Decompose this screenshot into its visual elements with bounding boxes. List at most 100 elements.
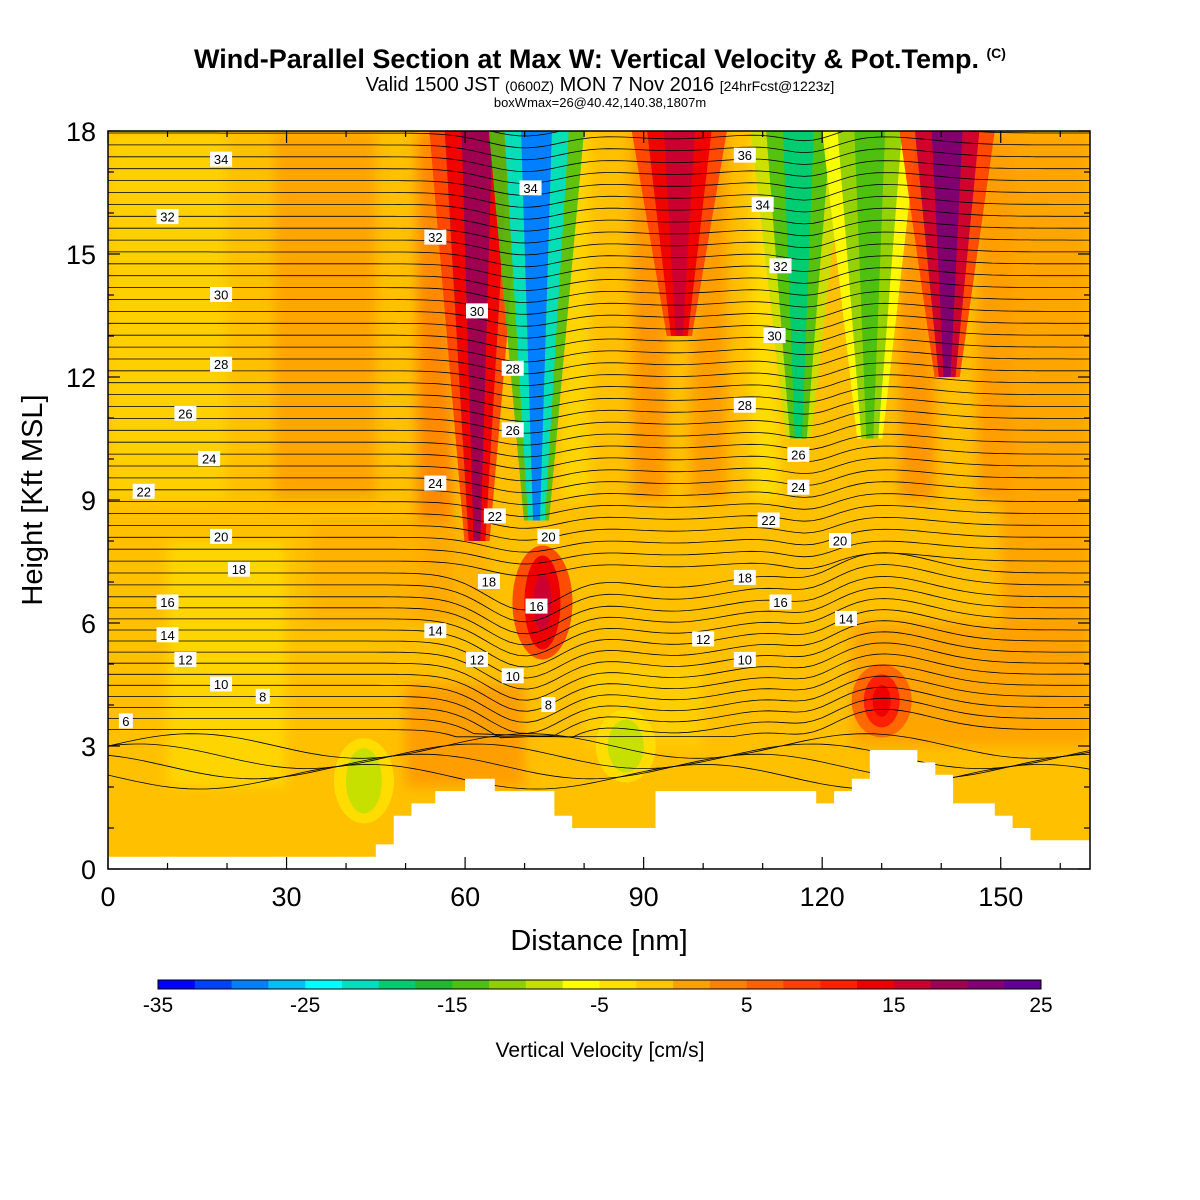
- theta-label-34: 22: [757, 512, 780, 528]
- theta-line-16: [108, 540, 1090, 565]
- theta-line-12: [108, 575, 1090, 635]
- theta-label-text: 16: [773, 595, 787, 610]
- axis-ticks: [107, 130, 1090, 870]
- theta-label-37: 28: [733, 397, 756, 413]
- colorbar-tick-label: 15: [882, 994, 905, 1017]
- theta-label-text: 16: [529, 599, 543, 614]
- shade-8: [1000, 131, 1090, 664]
- theta-line-50: [108, 136, 1090, 161]
- theta-line-46: [108, 183, 1090, 208]
- theta-label-38: 30: [763, 328, 786, 344]
- cell-core: [616, 730, 635, 762]
- theta-label-text: 18: [738, 570, 752, 585]
- velocity-feature-6: [899, 131, 995, 377]
- theta-label-27: 32: [424, 229, 447, 245]
- theta-label-0: 6: [118, 713, 133, 729]
- theta-label-10: 26: [174, 405, 197, 421]
- theta-label-39: 32: [769, 258, 792, 274]
- theta-line-8: [108, 620, 1090, 679]
- theta-label-32: 16: [769, 594, 792, 610]
- theta-label-17: 10: [501, 668, 524, 684]
- theta-label-text: 12: [178, 652, 192, 667]
- colorbar-swatch: [599, 980, 637, 989]
- chart-subtitle: Valid 1500 JST (0600Z) MON 7 Nov 2016 [2…: [0, 74, 1200, 97]
- plume-core: [931, 131, 963, 377]
- colorbar-swatch: [378, 980, 417, 989]
- theta-label-box: [501, 668, 524, 684]
- colorbar-tick-label: -5: [590, 994, 609, 1017]
- colorbar-swatch: [268, 980, 306, 989]
- theta-label-28: 34: [519, 180, 542, 196]
- chart-title-text: Wind-Parallel Section at Max W: Vertical…: [194, 44, 979, 74]
- valid-zulu: (0600Z): [505, 78, 555, 94]
- theta-line-9: [108, 609, 1090, 668]
- theta-label-box: [787, 446, 810, 462]
- theta-label-box: [525, 598, 548, 614]
- colorbar-swatch: [525, 980, 564, 989]
- theta-line-13: [108, 564, 1090, 623]
- theta-label-box: [829, 533, 852, 548]
- colorbar-tick-label: -35: [143, 994, 173, 1017]
- theta-label-text: 28: [505, 361, 519, 376]
- theta-line-42: [108, 231, 1090, 256]
- theta-line-51: [108, 131, 1090, 149]
- theta-label-text: 18: [232, 562, 246, 577]
- theta-line-34: [108, 326, 1090, 351]
- theta-label-29: 12: [692, 631, 715, 647]
- theta-line-44: [108, 207, 1090, 232]
- theta-line-47: [108, 172, 1090, 196]
- theta-line-18: [108, 516, 1090, 541]
- theta-label-box: [156, 627, 179, 643]
- y-axis-label: Height [Kft MSL]: [17, 394, 49, 605]
- theta-line-30: [108, 374, 1090, 398]
- field-shading: [108, 131, 1090, 787]
- forecast-info: [24hrFcst@1223z]: [719, 78, 835, 94]
- theta-label-11: 28: [210, 356, 233, 372]
- theta-line-22: [108, 469, 1090, 494]
- theta-label-box: [763, 328, 786, 343]
- theta-label-text: 30: [767, 329, 781, 344]
- theta-label-text: 12: [470, 652, 484, 667]
- boxwmax-note: boxWmax=26@40.42,140.38,1807m: [493, 95, 707, 110]
- theta-label-13: 32: [156, 209, 179, 225]
- theta-label-text: 14: [428, 624, 442, 639]
- colorbar-swatch: [158, 980, 196, 989]
- x-tick-label: 30: [272, 882, 302, 912]
- x-tick-label: 90: [629, 882, 659, 912]
- theta-label-text: 10: [214, 677, 228, 692]
- theta-label-text: 32: [160, 210, 174, 225]
- colorbar-swatch: [857, 980, 895, 989]
- theta-label-box: [751, 196, 774, 212]
- theta-label-box: [424, 229, 447, 245]
- theta-label-box: [174, 651, 197, 667]
- theta-label-4: 14: [156, 627, 179, 643]
- colorbar-tick-label: 5: [741, 994, 753, 1017]
- colorbar-swatch: [231, 980, 269, 989]
- theta-label-text: 16: [160, 595, 174, 610]
- x-tick-label: 60: [450, 882, 480, 912]
- theta-label-text: 26: [178, 406, 192, 421]
- colorbar-swatch: [893, 980, 932, 989]
- theta-line-19: [108, 505, 1090, 529]
- colorbar-swatch: [489, 980, 527, 989]
- theta-label-box: [541, 697, 556, 712]
- theta-line-38: [108, 279, 1090, 303]
- copyright-mark: (C): [986, 45, 1006, 61]
- theta-label-text: 22: [136, 484, 150, 499]
- colorbar-swatch: [930, 980, 968, 989]
- theta-label-text: 28: [738, 398, 752, 413]
- theta-label-box: [483, 508, 506, 524]
- theta-label-text: 22: [488, 509, 502, 524]
- theta-label-box: [424, 623, 447, 639]
- theta-label-16: 12: [465, 651, 488, 667]
- shade-13: [405, 684, 525, 787]
- theta-line-3: [108, 675, 1090, 734]
- theta-line-1: [108, 697, 1090, 738]
- terrain: [108, 750, 1090, 869]
- theta-label-text: 10: [738, 652, 752, 667]
- colorbar-swatch: [415, 980, 453, 989]
- theta-label-36: 26: [787, 446, 810, 462]
- theta-line-14: [108, 552, 1090, 611]
- theta-label-text: 14: [160, 628, 174, 643]
- theta-line-49: [108, 148, 1090, 173]
